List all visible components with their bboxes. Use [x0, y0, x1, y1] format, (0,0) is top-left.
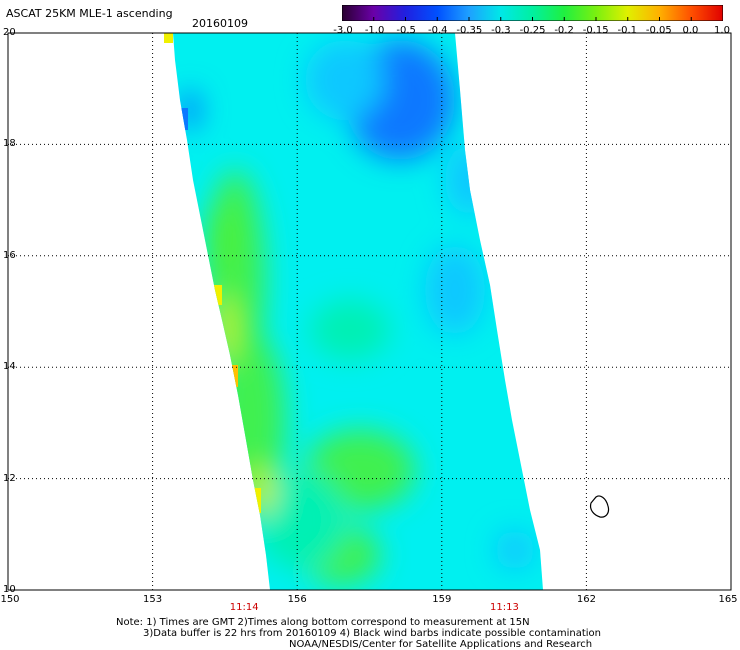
lon-label: 159 [432, 594, 452, 605]
colorbar-label: -0.4 [427, 25, 448, 36]
colorbar-label: -0.15 [582, 25, 609, 36]
lon-label: 150 [0, 594, 20, 605]
colorbar-label: -0.2 [554, 25, 574, 36]
lat-label: 20 [3, 27, 16, 38]
colorbar-label: -0.1 [617, 25, 638, 36]
colorbar-label: 0.0 [682, 25, 699, 36]
chart-date: 20160109 [192, 17, 248, 30]
lon-label: 165 [718, 594, 738, 605]
lat-label: 16 [3, 249, 16, 261]
footer-note-2: 3)Data buffer is 22 hrs from 20160109 4)… [143, 628, 601, 639]
footer-note-3: NOAA/NESDIS/Center for Satellite Applica… [289, 639, 593, 650]
wind-swath [173, 33, 543, 590]
time-label: 11:13 [490, 602, 519, 613]
map-frame [7, 32, 732, 591]
colorbar-label: -0.35 [456, 25, 483, 36]
lon-label: 156 [287, 594, 307, 605]
lat-label: 14 [3, 361, 16, 373]
colorbar-label: -1.0 [364, 25, 385, 36]
colorbar-label: -3.0 [333, 25, 353, 36]
lat-label: 10 [3, 584, 16, 595]
lat-lon-grid [7, 32, 732, 591]
land-outline [589, 495, 610, 518]
chart-title: ASCAT 25KM MLE-1 ascending [6, 7, 173, 20]
lon-label: 153 [143, 594, 163, 605]
colorbar-label: 1.0 [714, 25, 730, 36]
footer-note-1: Note: 1) Times are GMT 2)Times along bot… [116, 617, 530, 628]
lon-label: 162 [576, 594, 596, 605]
colorbar-label: -0.25 [519, 25, 546, 36]
colorbar-label: -0.3 [491, 25, 511, 36]
lat-label: 18 [3, 138, 16, 150]
colorbar [342, 5, 723, 21]
lat-label: 12 [3, 472, 16, 484]
colorbar-label: -0.5 [396, 25, 416, 36]
time-label: 11:14 [229, 602, 259, 613]
colorbar-label: -0.05 [645, 25, 672, 36]
